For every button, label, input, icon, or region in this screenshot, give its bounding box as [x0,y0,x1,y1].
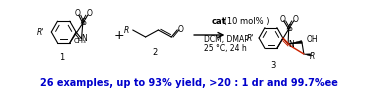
Polygon shape [304,54,311,56]
Polygon shape [288,40,302,44]
Text: DCM, DMAP: DCM, DMAP [204,34,249,43]
Text: 1: 1 [59,52,64,61]
Text: 2: 2 [152,48,158,57]
Text: S: S [287,23,292,32]
Text: R: R [124,25,129,34]
FancyArrowPatch shape [194,32,223,38]
Text: R': R' [37,28,44,37]
Text: O: O [280,14,286,23]
Text: 3: 3 [270,61,276,70]
Text: +: + [114,29,124,41]
Text: 26 examples, up to 93% yield, >20 : 1 dr and 99.7%ee: 26 examples, up to 93% yield, >20 : 1 dr… [40,78,338,88]
Text: (10 mol% ): (10 mol% ) [221,16,270,25]
Text: N: N [82,34,87,43]
Text: CH₃: CH₃ [74,38,86,44]
Text: O: O [75,9,81,18]
Text: R': R' [247,33,254,42]
Text: R: R [310,51,315,60]
Text: N: N [288,40,294,49]
Text: O: O [293,14,299,23]
Text: O: O [177,24,183,33]
Text: 25 °C, 24 h: 25 °C, 24 h [204,43,247,52]
Text: S: S [81,18,86,27]
Text: OH: OH [307,34,319,43]
Text: O: O [87,9,93,18]
Text: cat: cat [211,16,226,25]
